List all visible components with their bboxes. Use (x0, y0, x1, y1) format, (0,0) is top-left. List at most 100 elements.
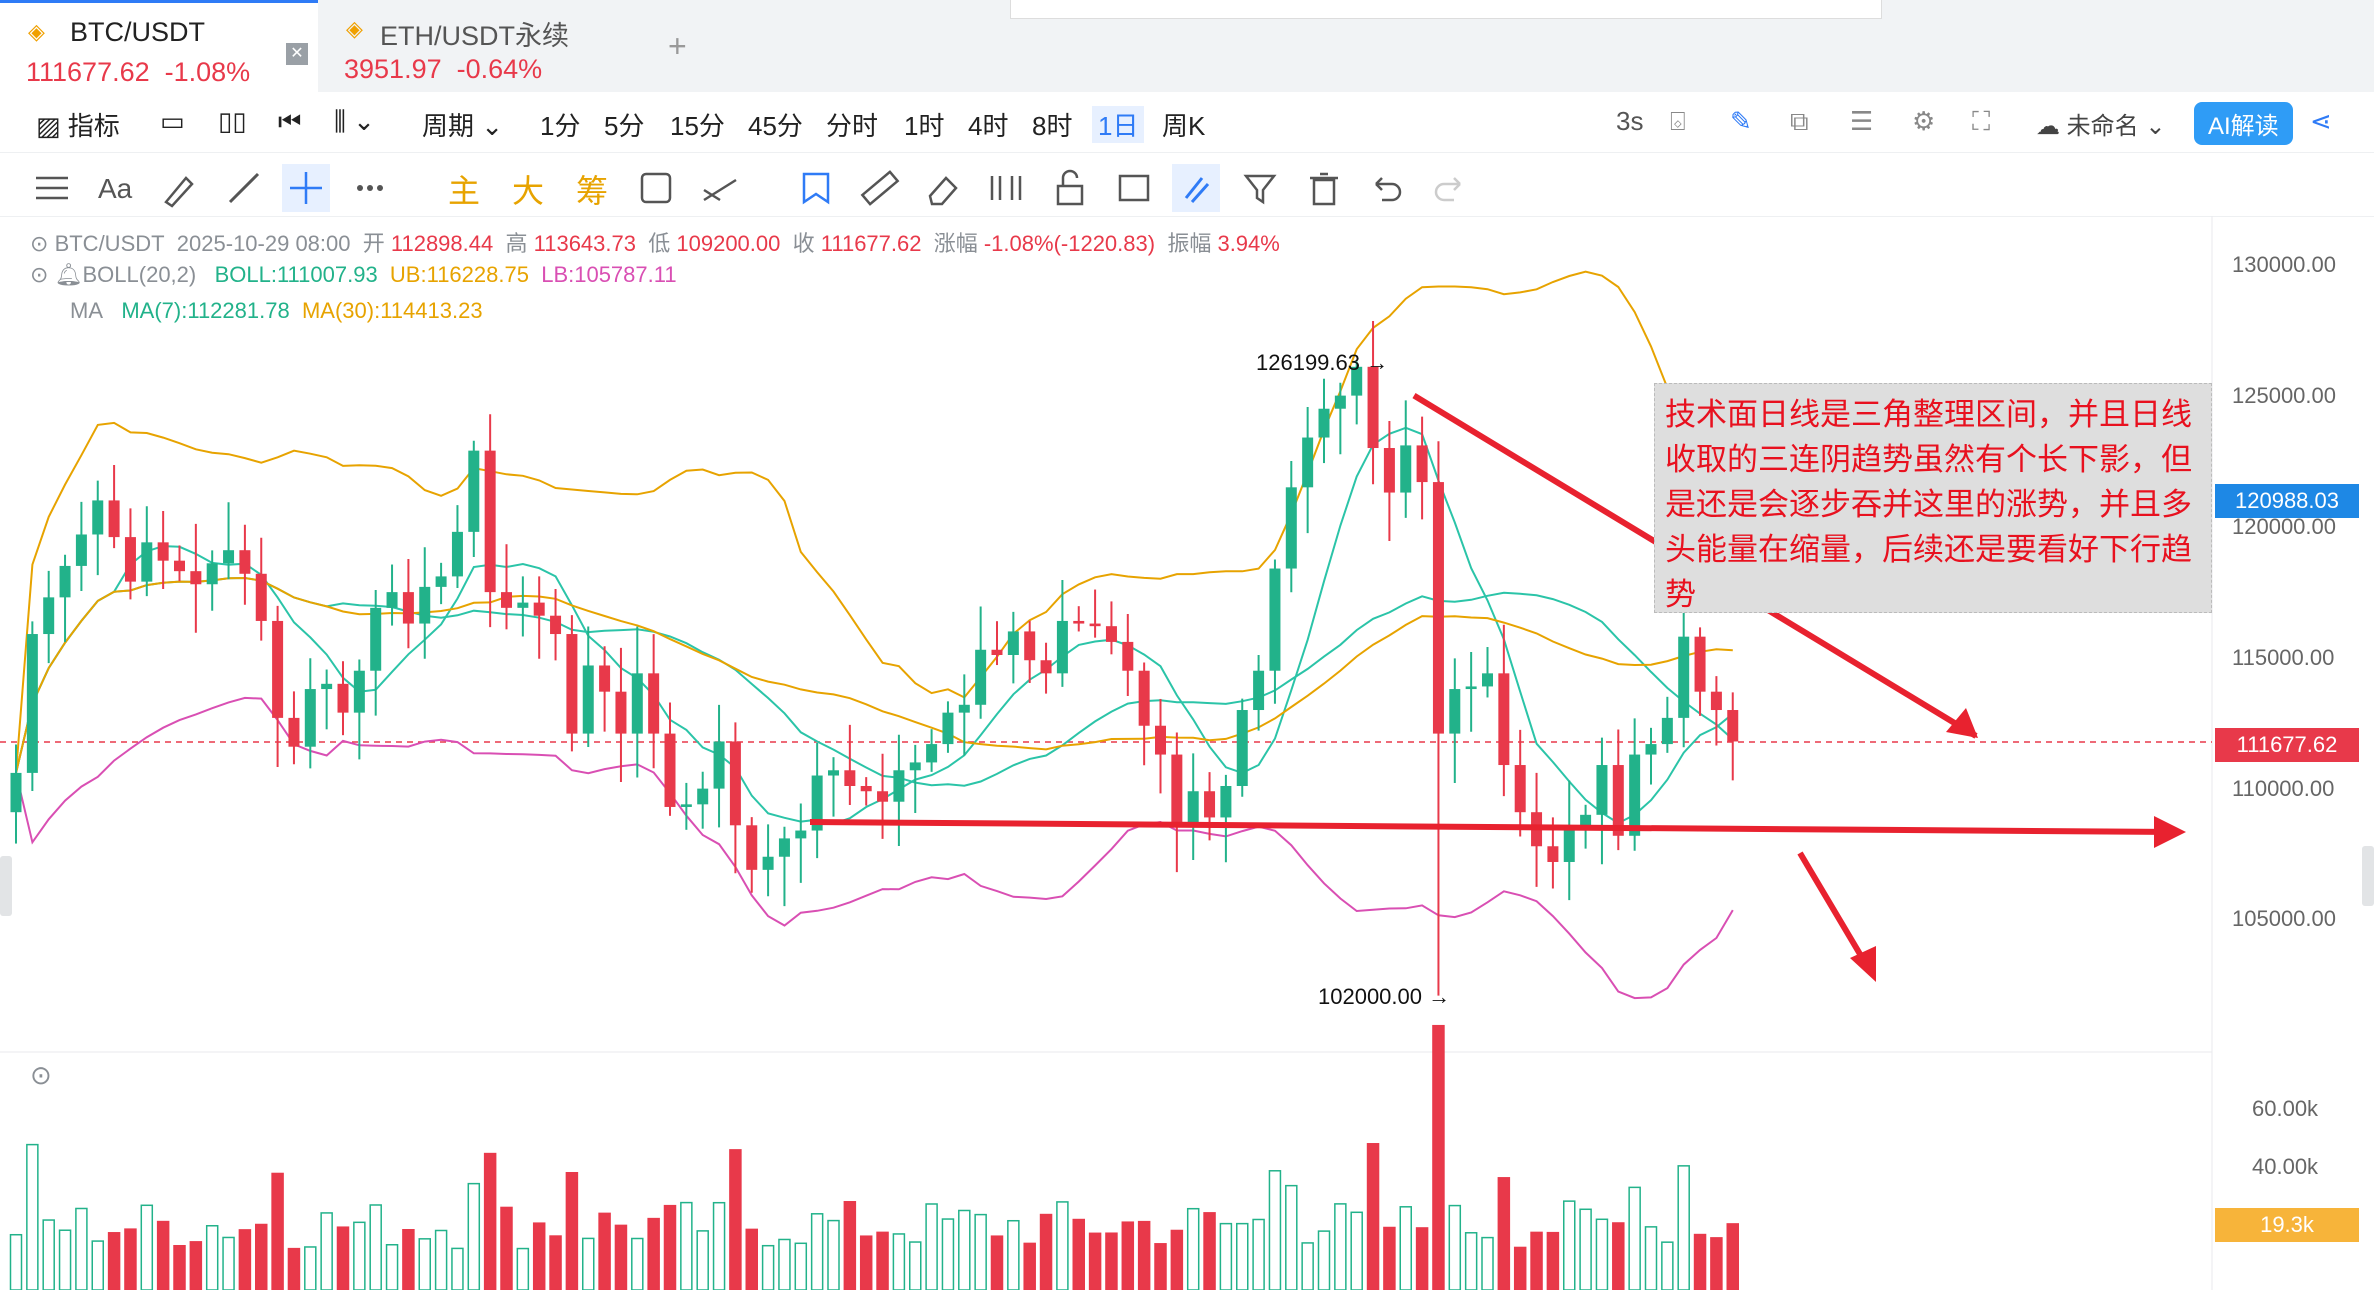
magnet-icon[interactable] (1172, 164, 1220, 212)
interval-4h[interactable]: 4时 (968, 111, 1009, 141)
candle-body (108, 500, 120, 538)
ai-button[interactable]: AI解读 (2194, 102, 2293, 145)
volume-bar (745, 1228, 758, 1290)
arrow-head (1850, 946, 1876, 982)
collapse-icon[interactable]: ⊙ (30, 262, 49, 287)
interval-8h[interactable]: 8时 (1032, 111, 1073, 141)
price-axis-label: 105000.00 (2232, 906, 2336, 931)
line-icon[interactable] (220, 164, 268, 212)
right-scroll-handle[interactable] (2362, 846, 2374, 906)
template-icon[interactable] (1110, 164, 1158, 212)
volume-bar (1579, 1208, 1592, 1290)
camera-icon[interactable]: ⌺ (1670, 106, 1686, 136)
volume-bar (778, 1238, 791, 1290)
filter-icon[interactable] (1236, 164, 1284, 212)
tab-btc-usdt[interactable]: ◈ BTC/USDT 111677.62 -1.08% ✕ (0, 0, 318, 92)
candlestick-chart[interactable] (0, 216, 2374, 1290)
trash-icon[interactable] (1300, 164, 1348, 212)
volume-bar (1137, 1220, 1151, 1290)
interval-timeshare[interactable]: 分时 (826, 111, 879, 141)
volume-bar (385, 1244, 399, 1290)
main-force-tool[interactable]: 主 (448, 173, 481, 209)
sticky-icon[interactable] (792, 164, 840, 212)
volume-bar (827, 1219, 840, 1290)
share-icon[interactable]: ⋖ (2310, 106, 2332, 136)
bell-icon[interactable]: 🔔︎ (54, 262, 83, 287)
candle-body (1694, 636, 1706, 692)
indicators-button[interactable]: ▨ 指标 (36, 111, 120, 141)
sync-icon[interactable] (632, 164, 680, 212)
tab-eth-usdt[interactable]: ◈ ETH/USDT永续 3951.97 -0.64% (318, 0, 638, 92)
volume-bar (680, 1201, 693, 1290)
undo-icon[interactable] (1362, 164, 1410, 212)
draw-settings-icon[interactable] (696, 164, 744, 212)
interval-5m[interactable]: 5分 (604, 111, 645, 141)
left-scroll-handle[interactable] (0, 856, 12, 916)
crosshair-icon[interactable] (282, 164, 330, 212)
candle-body (1367, 366, 1379, 449)
layout-icon[interactable]: ▯▯ (218, 106, 247, 136)
candle-body (501, 592, 512, 608)
analysis-annotation[interactable]: 技术面日线是三角整理区间，并且日线收取的三连阴趋势虽然有个长下影，但是还是会逐步… (1654, 383, 2212, 613)
candle-body (648, 673, 660, 734)
volume-bar (1154, 1243, 1167, 1290)
candle-body (1612, 765, 1624, 836)
volume-bar (1693, 1233, 1707, 1290)
collapse-icon[interactable]: ⊙ (30, 231, 49, 256)
volume-bar (761, 1244, 775, 1290)
refresh-rate[interactable]: 3s (1616, 106, 1644, 136)
candle-body (1122, 641, 1134, 671)
calendar-icon[interactable]: ▭ (160, 106, 185, 136)
font-icon[interactable]: Aa (92, 164, 140, 212)
interval-1h[interactable]: 1时 (904, 111, 945, 141)
window-icon[interactable]: ⧉ (1790, 106, 1809, 136)
ruler-icon[interactable] (856, 164, 904, 212)
candle-body (255, 573, 267, 621)
brush-icon[interactable] (156, 164, 204, 212)
volume-bar (1710, 1237, 1723, 1290)
period-dropdown[interactable]: 周期 ⌄ (422, 111, 504, 141)
add-tab-icon[interactable]: + (668, 28, 687, 64)
candle-body (1138, 670, 1150, 726)
close-icon[interactable]: ✕ (286, 43, 308, 65)
candle-body (1253, 670, 1265, 711)
eraser-icon[interactable] (920, 164, 968, 212)
interval-45m[interactable]: 45分 (748, 111, 803, 141)
chip-tool[interactable]: 筹 (576, 173, 609, 209)
volume-bar (1007, 1219, 1020, 1290)
lock-icon[interactable] (1046, 164, 1094, 212)
big-order-tool[interactable]: 大 (512, 173, 545, 209)
volume-bar (1219, 1222, 1233, 1290)
more-icon[interactable] (346, 164, 394, 212)
forecast-arrow (1797, 851, 1873, 973)
interval-1m[interactable]: 1分 (540, 111, 581, 141)
volume-bar (1677, 1165, 1690, 1290)
price-axis-label: 120000.00 (2232, 514, 2336, 539)
volume-axis-label: 60.00k (2252, 1096, 2319, 1121)
layout-name-dropdown[interactable]: ☁ 未命名 ⌄ (2036, 113, 2166, 140)
settings-icon[interactable]: ⚙ (1912, 106, 1936, 136)
measure-icon[interactable] (982, 164, 1030, 212)
coin-icon: ◈ (346, 16, 363, 41)
volume-bar (124, 1228, 137, 1290)
volume-bar (1415, 1227, 1429, 1290)
interval-1d[interactable]: 1日 (1092, 106, 1145, 143)
pencil-icon[interactable]: ✎ (1730, 106, 1752, 136)
expand-volume-icon[interactable]: ⊙ (30, 1060, 52, 1090)
candle-body (1318, 408, 1330, 438)
menu-icon[interactable] (28, 164, 76, 212)
redo-icon[interactable] (1426, 164, 1474, 212)
list-icon[interactable]: ☰ (1850, 106, 1874, 136)
interval-15m[interactable]: 15分 (670, 111, 725, 141)
candle-body (190, 571, 202, 585)
candle-body (484, 450, 496, 593)
price-axis-label: 130000.00 (2232, 252, 2336, 277)
arrow-head (2154, 816, 2186, 848)
fullscreen-icon[interactable]: ⛶ (1972, 106, 1991, 136)
candle-body (1302, 437, 1314, 488)
candle-type-icon[interactable]: ⫼ ⌄ (334, 106, 375, 136)
rewind-icon[interactable]: ⏮ (278, 106, 302, 136)
volume-bar (1334, 1203, 1347, 1290)
interval-week[interactable]: 周K (1162, 111, 1206, 141)
chart-toolbar: ▨ 指标 ▭ ▯▯ ⏮ ⫼ ⌄ 周期 ⌄ 1分 5分 15分 45分 分时 1时… (0, 96, 2374, 153)
